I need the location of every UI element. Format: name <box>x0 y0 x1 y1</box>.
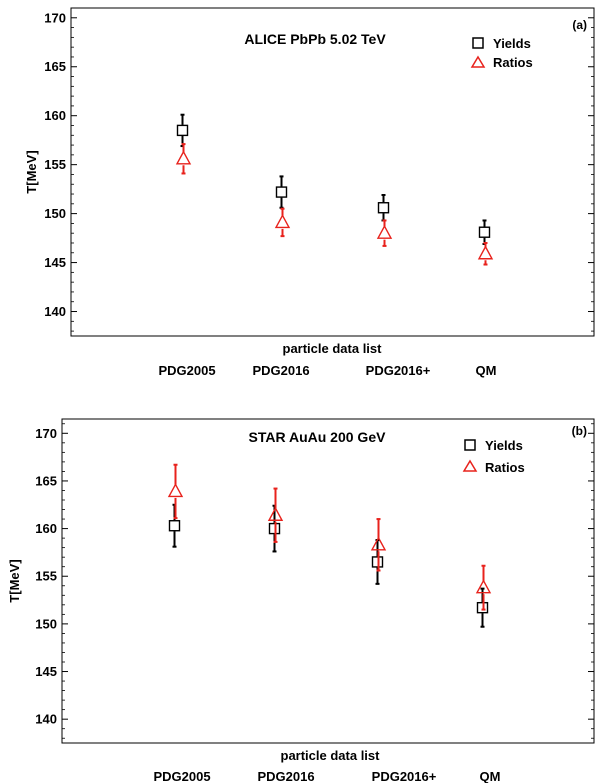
y-tick-label: 150 <box>44 206 66 221</box>
legend-label-yields: Yields <box>493 36 531 51</box>
data-point-square <box>168 520 181 532</box>
data-point-square <box>176 124 189 137</box>
y-axis-title: T[MeV] <box>24 150 39 193</box>
y-tick-label: 160 <box>44 108 66 123</box>
data-point-triangle <box>274 213 291 229</box>
y-axis: 140 145 150 155 160 165 170 <box>44 7 594 332</box>
x-tick-label: PDG2005 <box>158 363 215 378</box>
x-tick-label: PDG2016 <box>257 769 314 783</box>
y-tick-label: 140 <box>35 712 57 727</box>
y-tick-label: 140 <box>44 304 66 319</box>
legend-label-yields: Yields <box>485 438 523 453</box>
y-tick-label: 160 <box>35 521 57 536</box>
data-marks <box>175 113 494 266</box>
data-point-triangle <box>370 536 387 551</box>
y-axis-title: T[MeV] <box>7 559 22 602</box>
y-axis: 140 145 150 155 160 165 170 <box>35 423 594 739</box>
legend: Yields Ratios <box>470 36 533 70</box>
data-point-triangle <box>376 224 393 239</box>
y-tick-label: 155 <box>35 569 57 584</box>
panel-a: 140 145 150 155 160 165 170 ALICE PbPb 5.02 Te… <box>24 7 595 378</box>
data-point-triangle <box>475 579 492 594</box>
plot-title: ALICE PbPb 5.02 TeV <box>244 31 386 47</box>
legend-marker-yields <box>464 439 476 451</box>
x-axis-title: particle data list <box>283 341 383 356</box>
plot-title: STAR AuAu 200 GeV <box>249 429 387 445</box>
legend-label-ratios: Ratios <box>493 55 533 70</box>
legend-label-ratios: Ratios <box>485 460 525 475</box>
y-tick-label: 165 <box>44 59 66 74</box>
panel-label: (b) <box>572 424 587 438</box>
data-point-triangle <box>167 482 184 498</box>
x-tick-labels: PDG2005 PDG2016 PDG2016+ QM <box>158 363 496 378</box>
x-tick-label: PDG2016 <box>252 363 309 378</box>
x-tick-label: PDG2016+ <box>372 769 437 783</box>
y-tick-label: 145 <box>35 664 57 679</box>
y-tick-label: 170 <box>35 426 57 441</box>
legend-marker-ratios <box>462 459 478 472</box>
legend: Yields Ratios <box>462 438 525 475</box>
y-tick-label: 145 <box>44 255 66 270</box>
legend-marker-ratios <box>470 55 486 68</box>
y-tick-label: 165 <box>35 473 57 488</box>
x-tick-label: QM <box>480 769 501 783</box>
data-marks <box>167 463 492 628</box>
data-point-triangle <box>267 506 284 521</box>
y-tick-label: 150 <box>35 616 57 631</box>
data-point-triangle <box>175 150 192 165</box>
y-tick-label: 155 <box>44 157 66 172</box>
x-tick-label: PDG2005 <box>153 769 210 783</box>
x-tick-label: PDG2016+ <box>366 363 431 378</box>
legend-marker-yields <box>472 37 484 49</box>
x-tick-label: QM <box>476 363 497 378</box>
data-point-square <box>478 226 491 238</box>
data-point-square <box>377 202 390 214</box>
panel-label: (a) <box>572 18 587 32</box>
data-point-square <box>275 186 288 198</box>
plot-frame <box>70 7 595 337</box>
data-point-triangle <box>477 245 494 260</box>
plot-frame <box>61 418 595 744</box>
y-tick-label: 170 <box>44 10 66 25</box>
x-tick-labels: PDG2005 PDG2016 PDG2016+ QM <box>153 769 500 783</box>
x-axis-title: particle data list <box>281 748 381 763</box>
